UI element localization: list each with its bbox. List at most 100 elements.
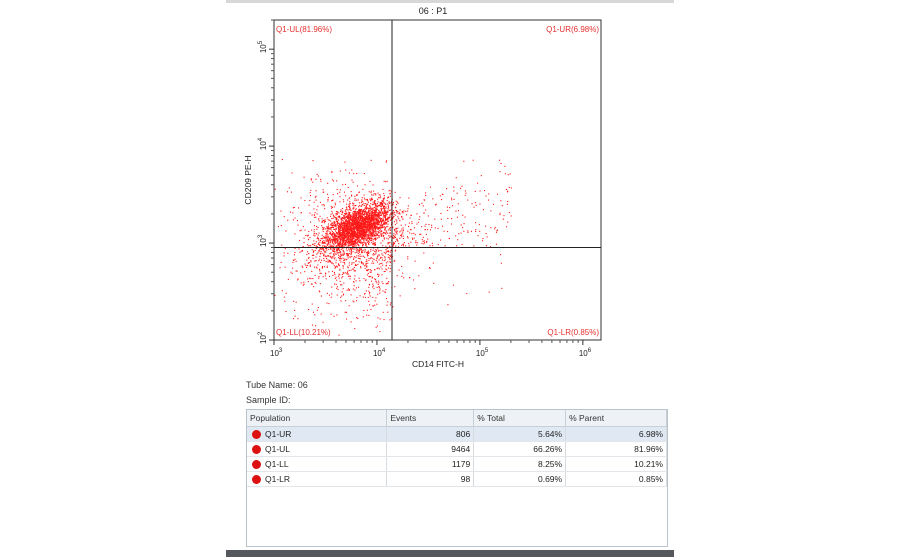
scatter-point — [322, 248, 324, 250]
scatter-point — [328, 238, 330, 240]
scatter-point — [346, 215, 348, 217]
scatter-point — [420, 233, 422, 235]
scatter-point — [327, 259, 329, 261]
scatter-point — [329, 241, 331, 243]
scatter-point — [364, 235, 366, 237]
scatter-point — [345, 210, 347, 212]
scatter-point — [375, 251, 377, 253]
scatter-point — [359, 249, 361, 251]
scatter-point — [479, 190, 481, 192]
scatter-point — [331, 245, 333, 247]
scatter-point — [479, 230, 481, 232]
scatter-point — [308, 204, 310, 206]
scatter-point — [321, 259, 323, 261]
scatter-point — [336, 222, 338, 224]
col-header-pct-parent[interactable]: % Parent — [565, 410, 667, 427]
scatter-point — [385, 210, 387, 212]
col-header-pct-total[interactable]: % Total — [473, 410, 567, 427]
scatter-point — [390, 226, 392, 228]
scatter-point — [309, 212, 311, 214]
scatter-point — [363, 213, 365, 215]
scatter-point — [302, 266, 304, 268]
col-header-events[interactable]: Events — [386, 410, 475, 427]
table-row[interactable]: Q1-LL 1179 8.25% 10.21% — [247, 456, 667, 472]
scatter-point — [372, 238, 374, 240]
population-cell: Q1-UL — [247, 441, 388, 457]
scatter-point — [396, 238, 398, 240]
scatter-point — [343, 226, 345, 228]
scatter-point — [353, 226, 355, 228]
scatter-point — [313, 225, 315, 227]
scatter-point — [377, 250, 379, 252]
scatter-point — [366, 217, 368, 219]
scatter-point — [292, 212, 294, 214]
scatter-point — [379, 232, 381, 234]
scatter-point — [342, 217, 344, 219]
scatter-point — [346, 241, 348, 243]
scatter-point — [345, 212, 347, 214]
scatter-point — [367, 270, 369, 272]
scatter-point — [380, 232, 382, 234]
scatter-point — [369, 237, 371, 239]
scatter-point — [339, 231, 341, 233]
scatter-point — [314, 196, 316, 198]
scatter-point — [372, 240, 374, 242]
scatter-point — [379, 211, 381, 213]
scatter-point — [378, 217, 380, 219]
scatter-point — [320, 313, 322, 315]
col-header-population[interactable]: Population — [247, 410, 388, 427]
scatter-point — [323, 220, 325, 222]
scatter-point — [415, 242, 417, 244]
scatter-point — [351, 231, 353, 233]
scatter-point — [330, 215, 332, 217]
scatter-point — [402, 243, 404, 245]
table-row[interactable]: Q1-LR 98 0.69% 0.85% — [247, 471, 667, 487]
scatter-point — [422, 205, 424, 207]
scatter-point — [402, 272, 404, 274]
scatter-point — [370, 226, 372, 228]
scatter-point — [350, 209, 352, 211]
table-row[interactable]: Q1-UL 9464 66.26% 81.96% — [247, 441, 667, 457]
scatter-point — [371, 225, 373, 227]
scatter-point — [382, 213, 384, 215]
scatter-point — [341, 254, 343, 256]
scatter-point — [352, 207, 354, 209]
scatter-point — [356, 239, 358, 241]
scatter-point — [323, 250, 325, 252]
scatter-point — [323, 204, 325, 206]
scatter-point — [349, 234, 351, 236]
scatter-point — [331, 231, 333, 233]
scatter-point — [334, 225, 336, 227]
scatter-point — [354, 289, 356, 291]
scatter-point — [386, 231, 388, 233]
scatter-point — [346, 207, 348, 209]
scatter-point — [388, 220, 390, 222]
scatter-point — [383, 223, 385, 225]
scatter-point — [342, 233, 344, 235]
scatter-point — [372, 257, 374, 259]
scatter-point — [375, 231, 377, 233]
table-row[interactable]: Q1-UR 806 5.64% 6.98% — [247, 426, 667, 442]
scatter-point — [369, 221, 371, 223]
scatter-point — [386, 160, 388, 162]
scatter-point — [452, 205, 454, 207]
scatter-point — [393, 213, 395, 215]
scatter-point — [501, 287, 503, 289]
scatter-point — [370, 223, 372, 225]
scatter-point — [402, 237, 404, 239]
scatter-point — [294, 315, 296, 317]
scatter-point — [348, 243, 350, 245]
scatter-point — [368, 222, 370, 224]
scatter-point — [368, 210, 370, 212]
scatter-point — [393, 242, 395, 244]
scatter-point — [462, 214, 464, 216]
scatter-point — [385, 268, 387, 270]
scatter-point — [375, 227, 377, 229]
scatter-point — [401, 236, 403, 238]
scatter-point — [339, 231, 341, 233]
scatter-point — [351, 230, 353, 232]
scatter-point — [384, 256, 386, 258]
scatter-point — [364, 216, 366, 218]
scatter-point — [377, 232, 379, 234]
scatter-point — [368, 233, 370, 235]
